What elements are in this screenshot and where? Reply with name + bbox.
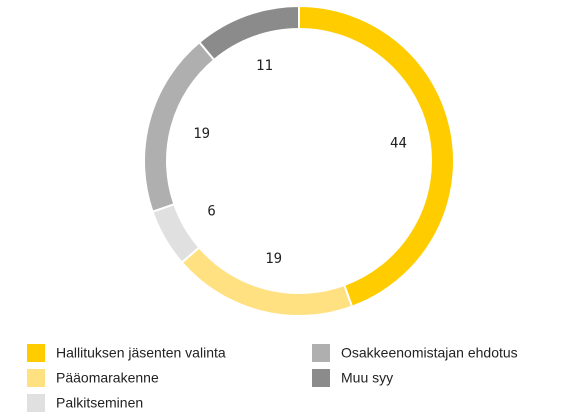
legend-swatch [312,344,330,362]
donut-segment [298,4,455,308]
data-label: 19 [265,251,282,267]
donut-segment [197,4,300,62]
legend-label: Muu syy [341,370,393,386]
legend-label: Osakkeenomistajan ehdotus [341,345,518,361]
legend-swatch [27,344,45,362]
legend-swatch [27,394,45,412]
donut-segment [151,202,201,264]
data-label: 6 [207,204,215,220]
data-label: 44 [390,135,407,151]
legend-label: Hallituksen jäsenten valinta [56,345,226,361]
legend-label: Pääomarakenne [56,370,159,386]
legend-swatch [312,369,330,387]
data-label: 11 [256,58,273,74]
legend-swatch [27,369,45,387]
legend-label: Palkitseminen [56,395,143,411]
data-label: 19 [193,126,210,142]
